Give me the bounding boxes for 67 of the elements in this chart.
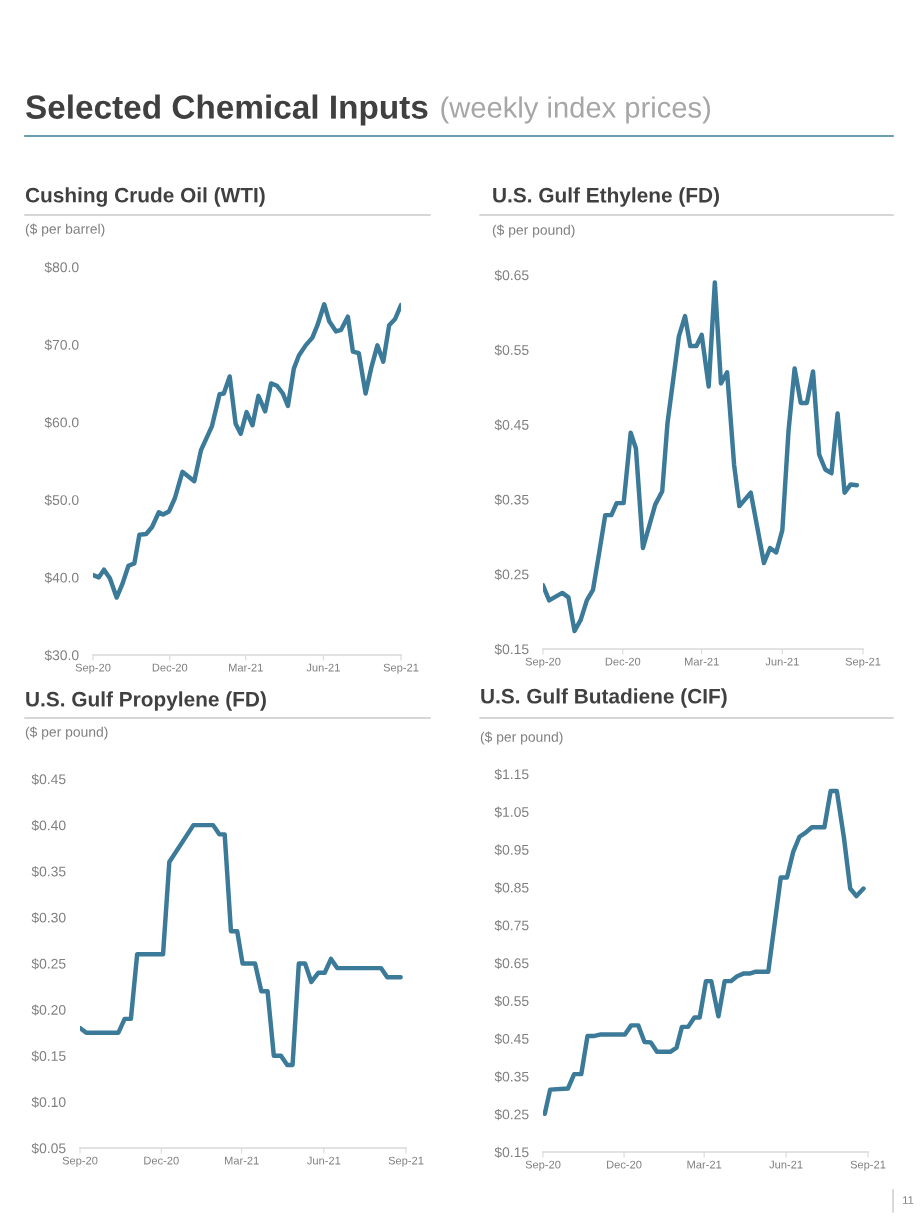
text: Selected Chemical Inputs [25, 94, 428, 126]
x-tick-label: Jun-21 [765, 657, 799, 666]
y-tick-label: $0.15 [494, 643, 529, 655]
x-tick-label: Jun-21 [307, 1156, 341, 1165]
y-tick-label: $0.25 [494, 1108, 529, 1121]
y-tick-label: $0.35 [31, 866, 66, 878]
y-tick-label: $0.65 [494, 269, 529, 281]
y-tick-label: $0.35 [494, 1071, 529, 1083]
y-tick-label: $0.65 [494, 957, 529, 969]
y-tick-label: $70.0 [44, 339, 79, 351]
x-tick-label: Sep-21 [845, 657, 881, 668]
y-tick-label: $0.25 [31, 958, 66, 970]
text: (weekly index prices) [441, 96, 710, 124]
x-tick-label: Mar-21 [685, 657, 719, 666]
line-series [543, 788, 866, 1117]
y-tick-label: $0.05 [31, 1142, 66, 1154]
y-tick-label: $0.85 [494, 882, 529, 894]
chart-title: U.S. Gulf Propylene (FD) [26, 691, 266, 711]
x-tick-label: Dec-20 [152, 663, 188, 672]
y-tick-label: $0.45 [494, 419, 529, 431]
x-tick-label: Sep-21 [850, 1160, 886, 1171]
x-tick-label: Mar-21 [687, 1160, 722, 1169]
y-tick-label: $0.40 [31, 819, 66, 832]
chart-title: Cushing Crude Oil (WTI) [25, 187, 265, 207]
y-tick-label: $0.15 [31, 1050, 66, 1062]
y-tick-label: $0.45 [494, 1033, 529, 1045]
y-tick-label: $1.05 [494, 806, 529, 818]
y-tick-label: $0.30 [31, 912, 66, 924]
x-tick-label: Sep-20 [525, 1160, 561, 1171]
y-tick-label: $30.0 [44, 649, 79, 661]
x-tick-label: Sep-20 [525, 657, 561, 668]
line-series [543, 280, 860, 634]
x-tick-label: Dec-20 [144, 1156, 179, 1165]
x-tick-label: Dec-20 [605, 657, 641, 666]
x-tick-label: Sep-21 [383, 663, 419, 674]
y-tick-label: $60.0 [44, 416, 79, 429]
x-tick-label: Mar-21 [229, 663, 263, 672]
y-tick-label: $0.45 [31, 773, 66, 785]
chart-title: U.S. Gulf Butadiene (CIF) [481, 688, 727, 708]
y-tick-label: $0.95 [494, 844, 529, 856]
y-tick-label: $1.15 [494, 768, 529, 780]
y-tick-label: $0.35 [494, 494, 529, 506]
y-axis-title: ($ per pound) [492, 224, 575, 238]
y-tick-label: $40.0 [44, 572, 79, 584]
text: 11 [903, 1196, 914, 1204]
line-series [93, 302, 401, 600]
chart-title: U.S. Gulf Ethylene (FD) [493, 187, 719, 207]
y-tick-label: $0.25 [494, 568, 529, 581]
y-tick-label: $0.20 [31, 1004, 66, 1016]
y-axis-title: ($ per pound) [25, 726, 108, 740]
y-tick-label: $0.55 [494, 344, 529, 356]
x-tick-label: Dec-20 [607, 1160, 642, 1169]
x-tick-label: Sep-21 [388, 1156, 424, 1167]
x-tick-label: Sep-20 [75, 663, 111, 674]
x-tick-label: Jun-21 [306, 663, 340, 672]
x-tick-label: Jun-21 [769, 1160, 803, 1169]
x-tick-label: Sep-20 [62, 1156, 98, 1167]
y-axis-title: ($ per pound) [480, 731, 563, 745]
y-tick-label: $0.75 [494, 919, 529, 932]
y-tick-label: $0.15 [494, 1146, 529, 1158]
line-series [80, 822, 403, 1068]
y-axis-title: ($ per barrel) [25, 223, 105, 237]
y-tick-label: $0.10 [31, 1096, 66, 1108]
y-tick-label: $0.55 [494, 995, 529, 1007]
y-tick-label: $80.0 [44, 261, 79, 273]
y-tick-label: $50.0 [44, 494, 79, 506]
x-tick-label: Mar-21 [224, 1156, 259, 1165]
